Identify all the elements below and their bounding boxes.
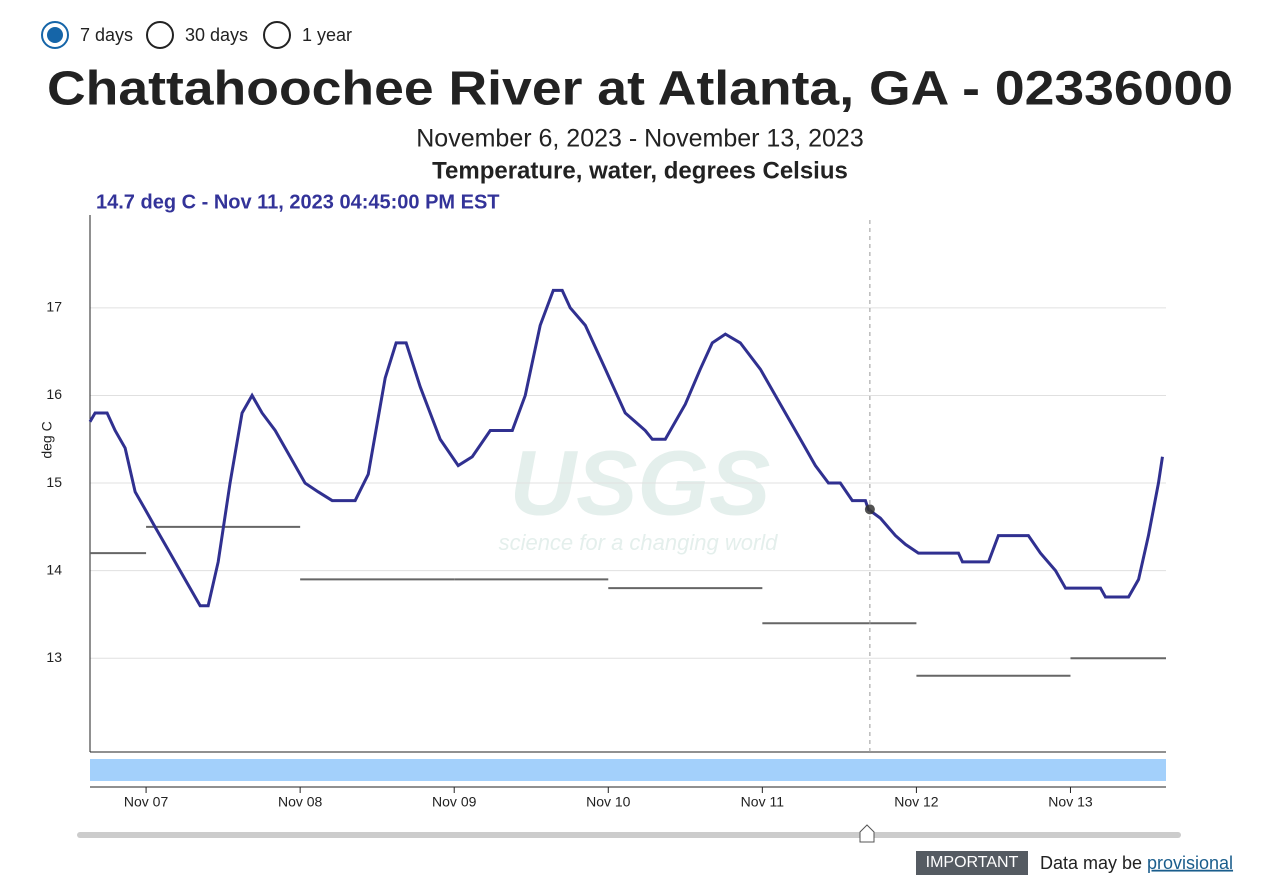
radio-label[interactable]: 7 days (80, 25, 133, 45)
tooltip-text: 14.7 deg C - Nov 11, 2023 04:45:00 PM ES… (96, 191, 500, 213)
radio-label[interactable]: 30 days (185, 25, 248, 45)
y-axis-label: deg C (39, 421, 55, 458)
x-tick-label: Nov 09 (432, 794, 477, 810)
x-tick-label: Nov 12 (894, 794, 939, 810)
chart-title: Chattahoochee River at Atlanta, GA - 023… (47, 63, 1233, 116)
badge-text: IMPORTANT (926, 854, 1019, 871)
x-tick-label: Nov 08 (278, 794, 323, 810)
y-tick-label: 14 (46, 561, 62, 577)
y-tick-label: 15 (46, 474, 62, 490)
x-tick-label: Nov 07 (124, 794, 169, 810)
provisional-link[interactable]: provisional (1147, 853, 1233, 873)
watermark-tagline: science for a changing world (499, 530, 779, 555)
parameter-label: Temperature, water, degrees Celsius (432, 157, 848, 184)
y-tick-label: 13 (46, 649, 62, 665)
x-tick-label: Nov 13 (1048, 794, 1093, 810)
x-tick-label: Nov 11 (741, 794, 785, 810)
radio-dot (47, 27, 63, 43)
badge (916, 851, 1028, 875)
slider-handle[interactable] (859, 824, 875, 843)
x-tick-label: Nov 10 (586, 794, 631, 810)
notice-text: Data may be (1040, 853, 1142, 873)
brush-bar[interactable] (90, 759, 1166, 781)
y-tick-label: 17 (46, 299, 62, 315)
y-tick-label: 16 (46, 386, 62, 402)
radio-label[interactable]: 1 year (302, 25, 352, 45)
radio-button[interactable] (263, 21, 291, 49)
cursor-point (864, 504, 875, 515)
chart-subtitle: November 6, 2023 - November 13, 2023 (416, 125, 863, 153)
radio-button[interactable] (146, 21, 174, 49)
data-line (88, 288, 1164, 608)
